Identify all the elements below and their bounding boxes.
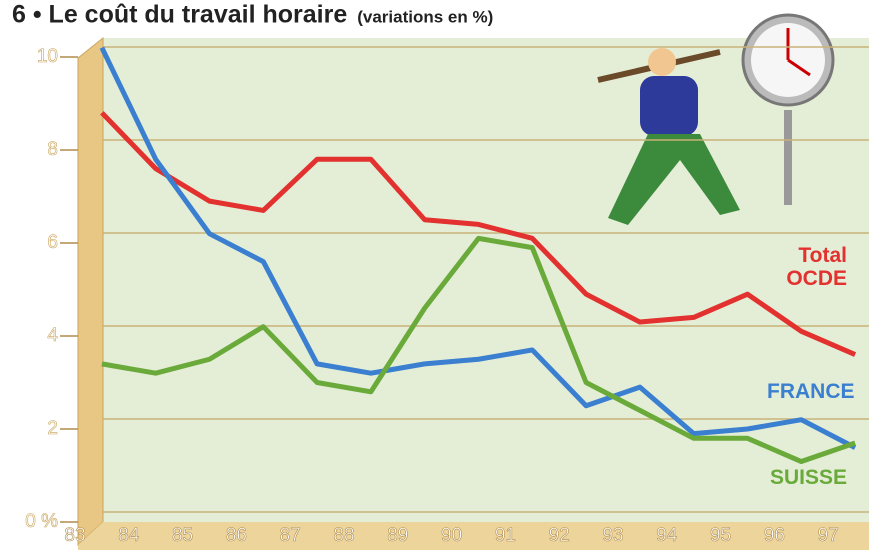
x-tick-label: 91 [495,525,516,546]
x-tick-label: 97 [818,525,839,546]
x-tick-label: 87 [280,525,301,546]
x-tick-label: 85 [172,525,193,546]
x-tick-label: 93 [602,525,623,546]
x-tick-label: 86 [226,525,247,546]
chart-title: 6 • Le coût du travail horaire [12,1,347,29]
x-tick-label: 94 [656,525,678,546]
y-tick-label: 0 % [25,511,58,532]
floor [78,522,869,550]
left-wall [78,38,103,545]
y-tick-label: 6 [47,232,58,253]
x-tick-label: 92 [549,525,570,546]
chart: 6 • Le coût du travail horaire (variatio… [0,0,869,550]
y-tick-label: 2 [47,418,58,439]
y-tick-label: 10 [37,46,58,67]
y-tick-label: 8 [47,139,58,160]
y-tick-label: 4 [47,325,58,346]
x-tick-label: 83 [64,525,85,546]
x-tick-label: 84 [118,525,140,546]
plot-background [103,38,869,522]
x-tick-label: 89 [387,525,408,546]
series-label: FRANCE [767,380,847,403]
series-label: Total OCDE [767,244,847,290]
x-tick-label: 95 [710,525,731,546]
chart-page: 6 • Le coût du travail horaire (variatio… [0,0,869,550]
chart-subtitle: (variations en %) [357,7,493,26]
x-tick-label: 88 [333,525,354,546]
series-label: SUISSE [770,466,847,489]
x-tick-label: 90 [441,525,462,546]
x-tick-label: 96 [764,525,785,546]
